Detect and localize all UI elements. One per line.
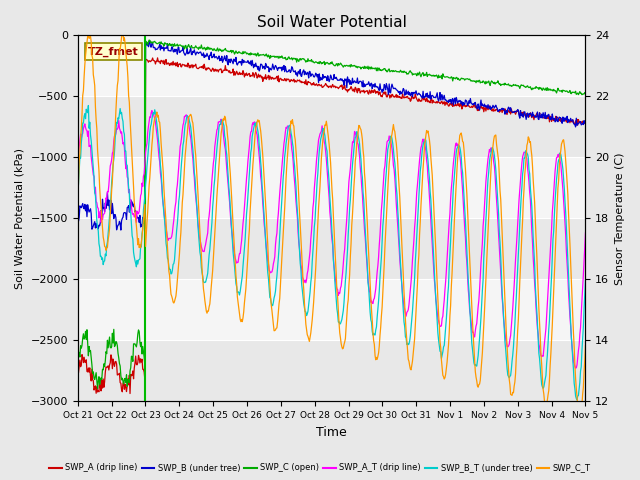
Y-axis label: Sensor Temperature (C): Sensor Temperature (C) xyxy=(615,152,625,285)
Legend: SWP_A (drip line), SWP_B (under tree), SWP_C (open), SWP_A_T (drip line), SWP_B_: SWP_A (drip line), SWP_B (under tree), S… xyxy=(46,460,594,476)
Bar xyxy=(78,218,586,279)
Text: TZ_fmet: TZ_fmet xyxy=(88,46,139,57)
Y-axis label: Soil Water Potential (kPa): Soil Water Potential (kPa) xyxy=(15,148,25,289)
Bar xyxy=(78,279,586,340)
Bar xyxy=(78,36,586,96)
Bar xyxy=(78,340,586,401)
Bar xyxy=(78,157,586,218)
X-axis label: Time: Time xyxy=(316,426,347,439)
Title: Soil Water Potential: Soil Water Potential xyxy=(257,15,406,30)
Bar xyxy=(78,96,586,157)
